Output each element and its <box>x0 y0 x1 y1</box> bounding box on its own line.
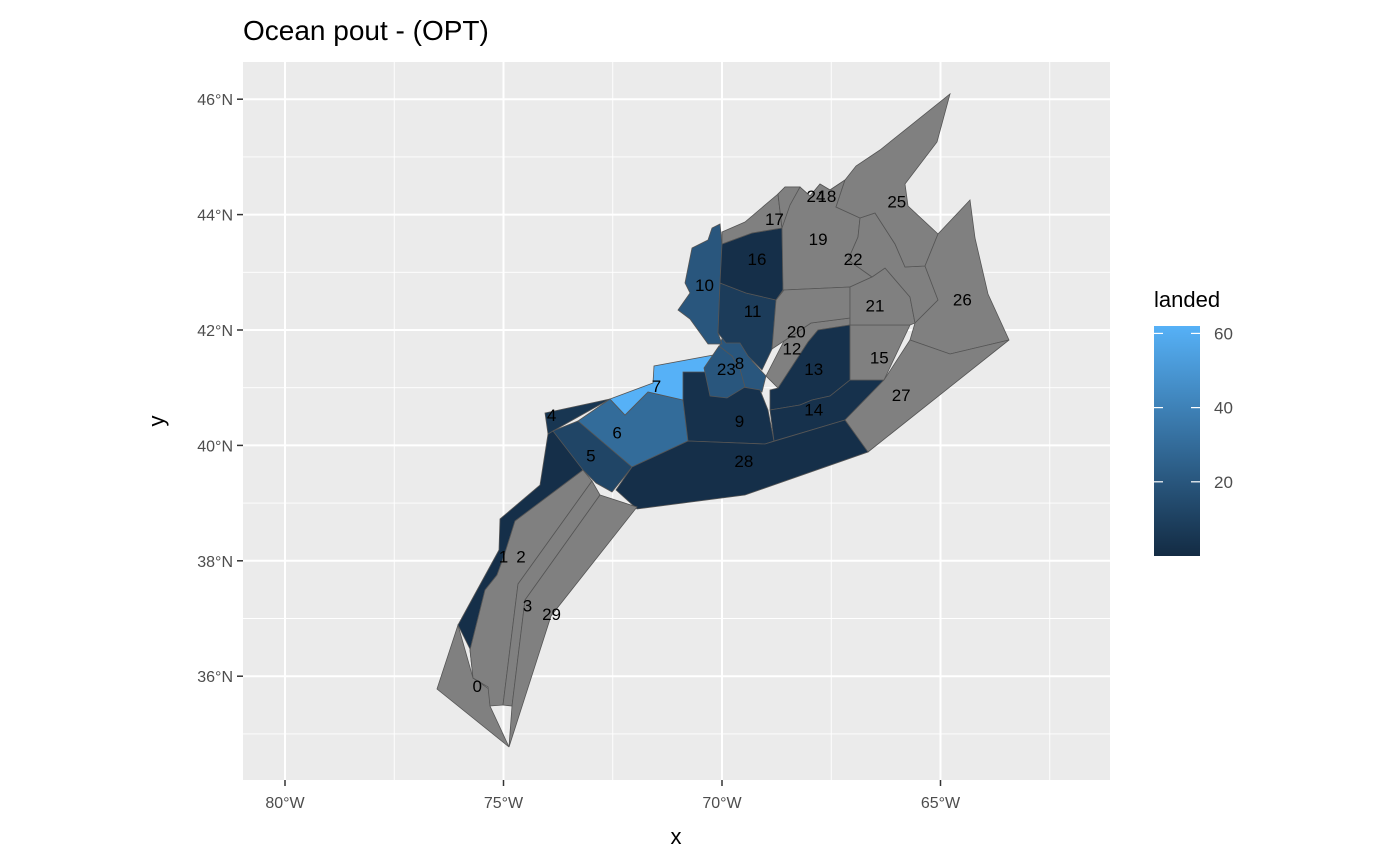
region-label-22: 22 <box>844 250 863 269</box>
x-axis: 80°W 75°W 70°W 65°W <box>265 780 961 812</box>
region-label-12: 12 <box>782 340 801 359</box>
y-axis: 36°N 38°N 40°N 42°N 44°N 46°N <box>197 92 243 686</box>
region-labels-layer: 01 23456789101112131415161718192021222324… <box>473 187 972 696</box>
region-label-7: 7 <box>652 377 661 396</box>
region-label-24: 24 <box>806 187 825 206</box>
region-24 <box>777 186 801 229</box>
legend: landed 20 40 60 <box>1154 287 1233 556</box>
legend-ticks: 20 40 60 <box>1154 324 1233 492</box>
x-tick-label: 80°W <box>265 795 305 812</box>
region-label-4: 4 <box>547 406 556 425</box>
region-23 <box>703 345 746 399</box>
region-label-28: 28 <box>734 452 753 471</box>
region-10 <box>677 223 723 345</box>
region-label-27: 27 <box>892 386 911 405</box>
region-label-9: 9 <box>735 412 744 431</box>
region-label-16: 16 <box>747 250 766 269</box>
legend-colorbar <box>1154 326 1200 556</box>
y-tick-label: 42°N <box>197 323 233 340</box>
legend-tick-label: 20 <box>1214 473 1233 492</box>
x-tick-label: 75°W <box>484 795 524 812</box>
regions-layer <box>436 92 1010 748</box>
x-tick-label: 70°W <box>702 795 742 812</box>
region-label-23: 23 <box>717 360 736 379</box>
region-label-6: 6 <box>612 423 621 442</box>
region-label-29: 29 <box>542 605 561 624</box>
region-label-11: 11 <box>744 302 762 321</box>
region-label-14: 14 <box>804 400 823 419</box>
y-tick-label: 36°N <box>197 669 233 686</box>
plot-title: Ocean pout - (OPT) <box>243 15 489 46</box>
region-28 <box>615 419 869 510</box>
region-label-17: 17 <box>765 210 784 229</box>
region-label-20: 20 <box>787 322 806 341</box>
region-label-3: 3 <box>523 596 532 615</box>
x-tick-label: 65°W <box>921 795 961 812</box>
region-label-5: 5 <box>586 446 595 465</box>
y-tick-label: 40°N <box>197 438 233 455</box>
region-label-26: 26 <box>953 291 972 310</box>
region-label-15: 15 <box>870 348 889 367</box>
region-label-0: 0 <box>473 677 482 696</box>
region-29 <box>508 494 638 748</box>
region-label-1: 1 <box>499 547 508 566</box>
region-label-19: 19 <box>809 230 828 249</box>
legend-tick-label: 40 <box>1214 399 1233 418</box>
legend-tick-label: 60 <box>1214 324 1233 343</box>
region-label-21: 21 <box>865 296 884 315</box>
legend-title: landed <box>1154 287 1220 312</box>
y-tick-label: 38°N <box>197 554 233 571</box>
region-label-13: 13 <box>804 360 823 379</box>
y-tick-label: 44°N <box>197 208 233 225</box>
region-label-18: 18 <box>817 187 836 206</box>
x-axis-title: x <box>671 824 682 849</box>
y-axis-title: y <box>144 416 169 427</box>
y-tick-label: 46°N <box>197 92 233 109</box>
region-label-2: 2 <box>516 547 525 566</box>
region-label-10: 10 <box>695 276 714 295</box>
region-label-25: 25 <box>887 193 906 212</box>
region-label-8: 8 <box>735 354 744 373</box>
region-20 <box>771 286 851 350</box>
